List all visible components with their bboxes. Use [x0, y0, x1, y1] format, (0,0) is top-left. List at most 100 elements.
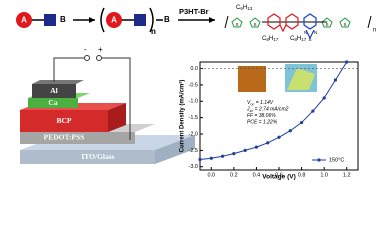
point: [266, 141, 270, 145]
layer-pedot-side: [20, 132, 135, 144]
point: [220, 154, 225, 158]
label: A: [21, 16, 27, 25]
terminal: [96, 55, 102, 61]
arrow-head: [209, 17, 215, 23]
x-tick-label: 0.6: [275, 172, 283, 178]
monomer-b: [44, 14, 56, 26]
subscript: 8: [294, 37, 297, 42]
label: S: [253, 22, 256, 27]
series-line: [199, 61, 348, 161]
monomer-a: [16, 12, 32, 28]
y-tick-label: -2.5: [189, 148, 198, 154]
y-tick-label: -3.0: [189, 164, 198, 170]
bracket: [224, 15, 372, 29]
bracket: [149, 7, 154, 33]
point: [243, 148, 247, 152]
layer-al: [32, 84, 76, 98]
x-tick-label: 1.2: [343, 172, 351, 178]
layer-ito-side: [20, 150, 155, 164]
label: S: [309, 37, 312, 42]
annotation-part: = 38.06%: [253, 113, 276, 119]
annotation-part: J: [246, 107, 250, 113]
label: A: [111, 16, 117, 25]
afm-inset: [238, 66, 266, 92]
scheme: [16, 7, 372, 40]
label: -: [84, 45, 87, 54]
subscript: 8: [266, 37, 269, 42]
annotation-part: FF: [247, 113, 254, 119]
formula: C6H13: [236, 5, 253, 12]
y-axis-label: Current Density (mA/cm²): [179, 80, 186, 153]
afm-surface: [287, 68, 315, 90]
wire: [53, 57, 131, 140]
point: [254, 145, 259, 149]
point: [311, 109, 315, 113]
element: H: [297, 36, 301, 42]
label: B: [164, 15, 170, 24]
point: [277, 135, 281, 139]
layer-bcp-side: [20, 110, 108, 132]
subscript: 17: [273, 37, 279, 42]
label: S: [235, 22, 238, 27]
polymer: [231, 17, 351, 28]
layer-al-top: [32, 80, 84, 84]
annotation: Voc = 1.14V: [247, 100, 274, 106]
benzothiadiazole: [303, 13, 317, 40]
y-tick-label: -1.5: [189, 115, 198, 121]
element: H: [269, 36, 273, 42]
subscript: 17: [301, 37, 307, 42]
label: N: [314, 30, 317, 35]
x-tick-label: 1.0: [320, 172, 328, 178]
formula: C8H17: [290, 36, 307, 43]
subscript: sc: [250, 109, 254, 113]
bracket: [100, 7, 105, 33]
layer-label: Ca: [48, 98, 57, 107]
layer-label: PEDOT:PSS: [44, 133, 85, 142]
layer-label: Al: [50, 86, 58, 95]
point: [333, 78, 338, 82]
legend-label: 150°C: [329, 157, 344, 163]
annotation-part: = 2.74 mA/cm2: [253, 107, 288, 113]
arrow-head: [89, 17, 95, 23]
label: +: [98, 45, 103, 54]
point: [322, 96, 326, 100]
x-tick-label: 0.8: [298, 172, 306, 178]
element: C: [262, 36, 267, 42]
element: C: [236, 5, 241, 11]
label: n: [373, 28, 376, 34]
annotation-part: PCE: [247, 120, 258, 126]
label: N: [304, 30, 307, 35]
monomer-b: [134, 14, 146, 26]
x-tick-label: 0.2: [230, 172, 238, 178]
label: S: [325, 22, 328, 27]
annotation-part: = 1.14V: [254, 100, 273, 106]
legend-marker: [317, 158, 321, 162]
layer-ito-end: [155, 135, 195, 164]
y-tick-label: 0.0: [190, 66, 198, 72]
y-tick-label: -0.5: [189, 82, 198, 88]
label: P3HT-Br: [179, 7, 209, 16]
annotation: PCE = 1.22%: [247, 120, 278, 126]
annotation: FF = 38.06%: [247, 113, 276, 119]
label: n: [151, 27, 156, 36]
device: [20, 55, 195, 164]
point: [288, 129, 292, 133]
x-tick-label: 0.0: [207, 172, 215, 178]
layer-label: ITO/Glass: [81, 152, 114, 161]
monomer-a: [106, 12, 122, 28]
layer-bcp-end: [108, 103, 126, 132]
annotation: Jsc = 2.74 mA/cm2: [246, 107, 289, 113]
x-axis-label: Voltage (V): [262, 174, 295, 181]
point: [209, 156, 213, 160]
x-tick-label: 0.4: [253, 172, 261, 178]
y-tick-label: -2.0: [189, 131, 198, 137]
subscript: 6: [240, 6, 243, 11]
subscript: 13: [247, 6, 253, 11]
annotation-part: V: [247, 100, 251, 106]
formula: C8H17: [262, 36, 279, 43]
label: B: [60, 15, 66, 24]
subscript: oc: [250, 103, 254, 107]
point: [198, 157, 202, 162]
y-tick-label: -1.0: [189, 99, 198, 105]
